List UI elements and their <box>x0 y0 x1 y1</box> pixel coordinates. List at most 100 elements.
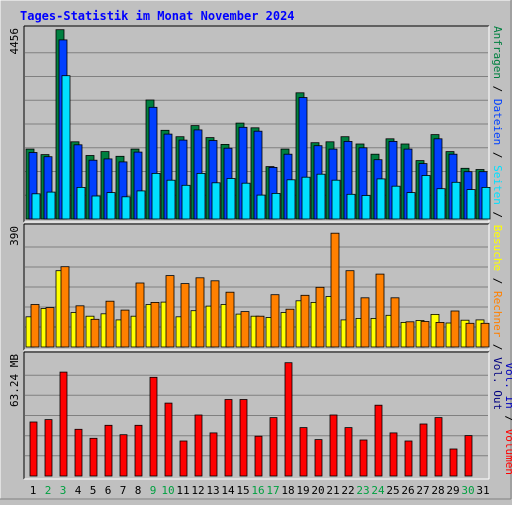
bar-volumen-day-7 <box>119 434 128 477</box>
bar-seiten-day-15 <box>241 182 251 220</box>
panel-top-max-label: 4456 <box>8 28 21 55</box>
x-tick-label-day-23: 23 <box>356 484 369 497</box>
panel-bottom-max-label: 63.24 MB <box>8 354 21 407</box>
bar-seiten-day-24 <box>376 178 386 220</box>
bar-volumen-day-22 <box>344 427 353 477</box>
x-tick-label-day-22: 22 <box>341 484 354 497</box>
bar-volumen-day-6 <box>104 424 113 477</box>
bar-seiten-day-28 <box>436 188 446 220</box>
x-tick-label-day-26: 26 <box>401 484 414 497</box>
bar-rechner-day-27 <box>420 321 430 348</box>
right-legend-line-1-part-2: Dateien <box>491 99 504 145</box>
bar-seiten-day-12 <box>196 172 206 220</box>
bar-rechner-day-17 <box>270 294 280 348</box>
right-legend-line-2: Vol. In / Volumen <box>503 362 512 475</box>
bar-volumen-day-19 <box>299 427 308 477</box>
bar-rechner-day-25 <box>390 297 400 348</box>
bar-rechner-day-4 <box>75 305 85 348</box>
bar-rechner-day-13 <box>210 280 220 348</box>
bar-volumen-day-4 <box>74 428 83 477</box>
x-tick-label-day-18: 18 <box>281 484 294 497</box>
bar-rechner-day-24 <box>375 273 385 348</box>
bar-rechner-day-31 <box>480 322 490 348</box>
bar-seiten-day-13 <box>211 182 221 220</box>
bar-rechner-day-9 <box>150 301 160 348</box>
x-tick-label-day-29: 29 <box>446 484 459 497</box>
bar-seiten-day-17 <box>271 192 281 220</box>
x-tick-label-day-20: 20 <box>311 484 324 497</box>
x-tick-label-day-3: 3 <box>60 484 67 497</box>
bar-rechner-day-5 <box>90 318 100 348</box>
right-legend-line-1-part-1: / <box>491 79 504 99</box>
right-legend-line-1-part-8: Rechner <box>491 291 504 338</box>
bar-volumen-day-16 <box>254 435 263 477</box>
bar-volumen-day-26 <box>404 440 413 477</box>
bar-seiten-day-16 <box>256 194 266 220</box>
bar-volumen-day-15 <box>239 399 248 477</box>
bar-seiten-day-25 <box>391 185 401 220</box>
bar-rechner-day-22 <box>345 270 355 348</box>
bar-rechner-day-20 <box>315 286 325 348</box>
bar-seiten-day-31 <box>481 186 491 220</box>
x-tick-label-day-14: 14 <box>221 484 235 497</box>
bar-seiten-day-7 <box>121 196 131 220</box>
bar-seiten-day-9 <box>151 172 161 220</box>
x-tick-label-day-4: 4 <box>75 484 82 497</box>
right-legend-line-1-part-3: / <box>491 145 504 165</box>
bar-rechner-day-6 <box>105 300 115 348</box>
bar-volumen-day-30 <box>464 435 473 477</box>
bar-rechner-day-16 <box>255 315 265 348</box>
bar-seiten-day-19 <box>301 176 311 220</box>
bar-volumen-day-20 <box>314 439 323 477</box>
bar-volumen-day-12 <box>194 414 203 477</box>
bar-volumen-day-27 <box>419 423 428 477</box>
chart-title: Tages-Statistik im Monat November 2024 <box>20 9 295 23</box>
x-tick-label-day-6: 6 <box>105 484 112 497</box>
x-tick-label-day-7: 7 <box>120 484 127 497</box>
x-tick-label-day-1: 1 <box>30 484 37 497</box>
bar-seiten-day-27 <box>421 175 431 220</box>
bar-rechner-day-12 <box>195 277 205 348</box>
bar-rechner-day-3 <box>60 266 70 348</box>
bar-volumen-day-13 <box>209 432 218 477</box>
bar-seiten-day-20 <box>316 173 326 220</box>
bar-rechner-day-18 <box>285 308 295 348</box>
x-tick-label-day-27: 27 <box>416 484 429 497</box>
bar-seiten-day-8 <box>136 190 146 220</box>
bar-volumen-day-25 <box>389 432 398 477</box>
x-tick-label-day-2: 2 <box>45 484 52 497</box>
x-tick-label-day-19: 19 <box>296 484 309 497</box>
bar-rechner-day-19 <box>300 294 310 348</box>
bar-volumen-day-3 <box>59 371 68 477</box>
x-tick-label-day-28: 28 <box>431 484 444 497</box>
right-legend-line-1-part-9: / <box>491 337 504 357</box>
bar-volumen-day-14 <box>224 399 233 477</box>
bar-rechner-day-11 <box>180 283 190 348</box>
bar-seiten-day-6 <box>106 192 116 220</box>
bar-rechner-day-21 <box>330 232 340 348</box>
bar-seiten-day-14 <box>226 178 236 220</box>
x-tick-label-day-9: 9 <box>150 484 157 497</box>
bar-rechner-day-8 <box>135 282 145 348</box>
bar-rechner-day-14 <box>225 291 235 348</box>
bar-seiten-day-11 <box>181 184 191 220</box>
bar-seiten-day-21 <box>331 179 341 220</box>
bar-seiten-day-23 <box>361 195 371 220</box>
x-tick-label-day-15: 15 <box>236 484 249 497</box>
bar-seiten-day-2 <box>46 191 56 220</box>
bar-volumen-day-18 <box>284 362 293 477</box>
bar-volumen-day-11 <box>179 440 188 477</box>
bar-rechner-day-7 <box>120 309 130 348</box>
panel-middle-max-label: 390 <box>8 226 21 246</box>
right-legend-line-1-part-10: Vol. Out <box>491 357 504 410</box>
bar-rechner-day-26 <box>405 321 415 348</box>
x-tick-label-day-11: 11 <box>176 484 189 497</box>
x-tick-label-day-25: 25 <box>386 484 399 497</box>
bar-volumen-day-10 <box>164 402 173 477</box>
bar-volumen-day-21 <box>329 414 338 477</box>
right-legend-line-1-part-6: Besuche <box>491 225 504 271</box>
bar-seiten-day-5 <box>91 195 101 220</box>
bar-volumen-day-9 <box>149 376 158 477</box>
bar-seiten-day-18 <box>286 179 296 220</box>
